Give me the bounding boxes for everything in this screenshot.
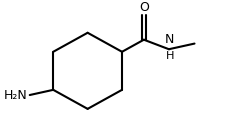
Text: H₂N: H₂N	[4, 88, 28, 102]
Text: N: N	[165, 33, 175, 46]
Text: H: H	[166, 51, 174, 61]
Text: O: O	[139, 1, 149, 14]
